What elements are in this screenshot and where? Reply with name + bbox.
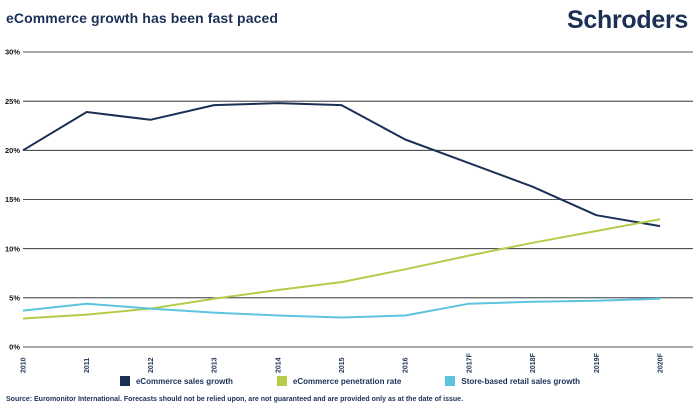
x-axis-tick-label: 2019F xyxy=(594,352,601,373)
x-axis-tick-label: 2014 xyxy=(275,357,282,373)
schroders-logo: Schroders xyxy=(567,6,688,34)
legend-swatch xyxy=(119,376,130,386)
x-axis-tick-label: 2013 xyxy=(212,357,219,373)
legend-swatch xyxy=(276,376,287,386)
x-axis-tick-label: 2017F xyxy=(466,352,473,373)
series-line xyxy=(22,102,661,228)
chart-legend: eCommerce sales growth eCommerce penetrat… xyxy=(0,376,700,386)
legend-label: Store-based retail sales growth xyxy=(461,376,581,386)
x-axis-tick-label: 2012 xyxy=(148,357,155,373)
y-axis-tick-label: 30% xyxy=(5,48,20,57)
chart-container: 0% 5% 10% 15% 20% 25% 30% 2010 2011 2012 2013 2014 2… xyxy=(0,40,700,376)
y-axis-tick-label: 20% xyxy=(5,146,20,155)
legend-item: Store-based retail sales growth xyxy=(445,376,580,386)
y-axis-tick-label: 15% xyxy=(5,195,20,204)
page-title: eCommerce growth has been fast paced xyxy=(6,10,279,26)
y-axis-tick-label: 25% xyxy=(5,97,20,106)
x-axis-tick-label: 2018F xyxy=(530,352,537,373)
legend-item: eCommerce sales growth xyxy=(119,376,233,386)
source-note: Source: Euromonitor International. Forec… xyxy=(6,396,464,403)
y-axis-tick-label: 0% xyxy=(9,343,20,352)
y-axis-tick-label: 5% xyxy=(9,293,20,302)
legend-swatch xyxy=(445,376,456,386)
x-axis-tick-label: 2020F xyxy=(658,352,665,373)
legend-label: eCommerce sales growth xyxy=(135,376,233,386)
header: eCommerce growth has been fast paced Sch… xyxy=(0,0,700,40)
x-axis-tick-label: 2011 xyxy=(84,358,91,373)
x-axis-tick-label: 2015 xyxy=(339,357,346,373)
series-line xyxy=(22,218,661,320)
legend-item: eCommerce penetration rate xyxy=(276,376,402,386)
growth-chart-svg: 0% 5% 10% 15% 20% 25% 30% 2010 2011 2012 2013 2014 2… xyxy=(5,48,693,373)
y-axis-tick-label: 10% xyxy=(5,244,20,253)
legend-label: eCommerce penetration rate xyxy=(292,376,402,386)
x-axis-tick-label: 2010 xyxy=(21,357,28,373)
x-axis-tick-label: 2016 xyxy=(403,357,410,373)
series-line xyxy=(22,297,661,319)
